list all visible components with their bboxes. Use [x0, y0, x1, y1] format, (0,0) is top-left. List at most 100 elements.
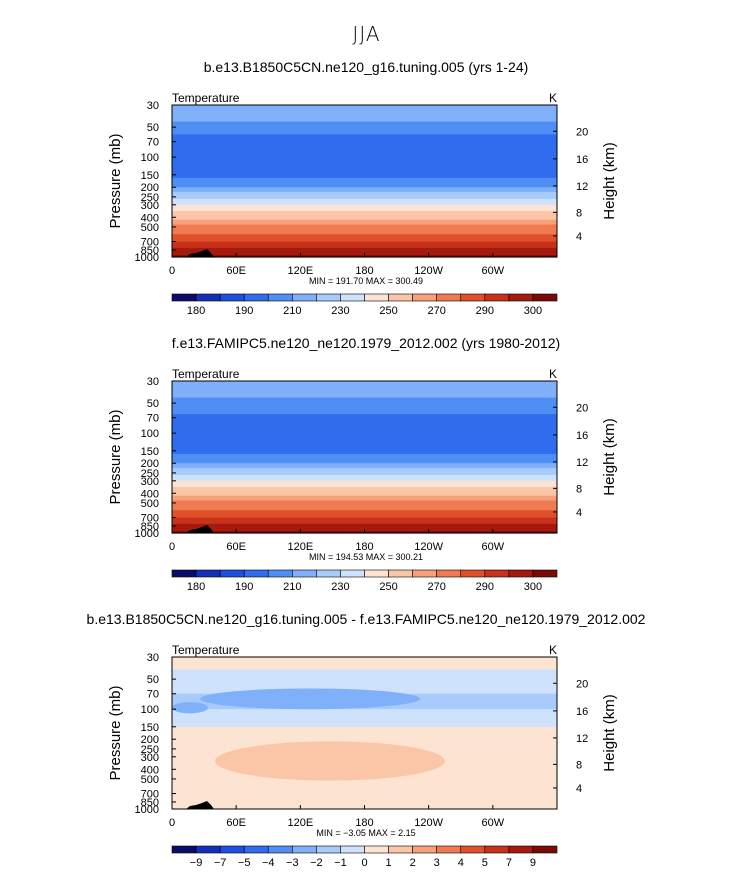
colorbar-swatch [316, 845, 341, 854]
contour-band [172, 417, 557, 423]
x-tick-label: 120E [287, 817, 313, 829]
y-tick-label: 1000 [135, 804, 159, 816]
y-axis-title: Pressure (mb) [107, 409, 124, 504]
contour-band [172, 403, 557, 408]
min-max-stats: MIN = 194.53 MAX = 300.21 [309, 552, 423, 562]
colorbar-label: 4 [458, 857, 464, 869]
x-tick-label: 120E [287, 265, 313, 277]
contour-blob [172, 702, 208, 714]
colorbar-swatch [364, 845, 389, 854]
y-tick-label: 150 [141, 446, 159, 458]
contour-band [172, 480, 557, 485]
contour-band [172, 224, 557, 228]
contour-band [172, 145, 557, 151]
y2-tick-label: 8 [576, 483, 582, 495]
y2-axis-title: Height (km) [601, 142, 618, 220]
colorbar-swatch [243, 293, 269, 302]
contour-band [172, 437, 557, 443]
x-tick-label: 0 [169, 265, 175, 277]
colorbar-swatch [243, 569, 269, 578]
contour-band [172, 245, 557, 249]
min-max-stats: MIN = 191.70 MAX = 300.49 [309, 276, 423, 286]
colorbar-swatch [316, 293, 341, 302]
contour-band [172, 498, 557, 502]
contour-band [172, 502, 557, 508]
y-tick-label: 500 [141, 498, 159, 510]
colorbar-swatch [267, 845, 293, 854]
colorbar-swatch [171, 569, 197, 578]
contour-band [172, 217, 557, 221]
colorbar-swatch [436, 569, 462, 578]
y2-tick-label: 8 [576, 759, 582, 771]
contour-band [172, 500, 557, 504]
y2-tick-label: 20 [576, 678, 588, 690]
units-label: K [549, 367, 557, 381]
colorbar-swatch [340, 569, 365, 578]
y-tick-label: 70 [147, 413, 159, 425]
colorbar-label: −7 [214, 857, 227, 869]
colorbar-swatch [340, 293, 365, 302]
contour-band [172, 177, 557, 182]
contour-band [172, 161, 557, 167]
colorbar-swatch [388, 293, 413, 302]
colorbar-swatch [195, 293, 221, 302]
topography [186, 801, 214, 809]
y-tick-label: 100 [141, 152, 159, 164]
colorbar-label: 210 [283, 305, 301, 317]
colorbar-label: 0 [361, 857, 367, 869]
y-tick-label: 100 [141, 704, 159, 716]
contour-band [172, 429, 557, 434]
chart-panel-1: b.e13.B1850C5CN.ne120_g16.tuning.005 (yr… [107, 59, 618, 317]
x-tick-label: 120W [414, 265, 443, 277]
y-tick-label: 500 [141, 774, 159, 786]
colorbar-swatch [267, 569, 293, 578]
contour-band [172, 476, 557, 480]
x-tick-label: 60E [226, 817, 246, 829]
contour-band [172, 463, 557, 467]
y-tick-label: 700 [141, 789, 159, 801]
x-tick-label: 180 [355, 817, 373, 829]
contour-band [172, 149, 557, 154]
y2-axis-title: Height (km) [601, 694, 618, 772]
contour-band [172, 450, 557, 455]
colorbar-swatch [292, 293, 317, 302]
contour-band [172, 234, 557, 239]
chart-panel-2: f.e13.FAMIPC5.ne120_ne120.1979_2012.002 … [107, 335, 618, 593]
y-tick-label: 400 [141, 212, 159, 224]
contour-band [172, 470, 557, 474]
y-tick-label: 70 [147, 137, 159, 149]
colorbar-label: 2 [410, 857, 416, 869]
min-max-stats: MIN = −3.05 MAX = 2.15 [316, 828, 415, 838]
colorbar-swatch [484, 569, 510, 578]
y2-tick-label: 12 [576, 181, 588, 193]
colorbar-label: 250 [379, 581, 397, 593]
contour-band [172, 386, 557, 393]
contour-band [172, 170, 557, 176]
y-tick-label: 850 [141, 521, 159, 533]
y-tick-label: 400 [141, 764, 159, 776]
chart-panel-3: b.e13.B1850C5CN.ne120_g16.tuning.005 - f… [87, 611, 646, 869]
y-axis-title: Pressure (mb) [107, 685, 124, 780]
y2-axis-title: Height (km) [601, 418, 618, 496]
contour-band [172, 138, 557, 143]
colorbar-swatch [340, 845, 365, 854]
chart-title: b.e13.B1850C5CN.ne120_g16.tuning.005 (yr… [204, 59, 529, 75]
y-tick-label: 250 [141, 744, 159, 756]
colorbar-swatch [316, 569, 341, 578]
y-tick-label: 70 [147, 689, 159, 701]
contour-band [172, 414, 557, 419]
colorbar-label: 7 [506, 857, 512, 869]
contour-band [172, 211, 557, 215]
y-tick-label: 200 [141, 734, 159, 746]
colorbar-swatch [412, 845, 437, 854]
x-tick-label: 120W [414, 541, 443, 553]
y-tick-label: 30 [147, 376, 159, 388]
contour-band [172, 381, 557, 388]
contour-band [172, 247, 557, 251]
colorbar-label: 290 [476, 305, 494, 317]
contour-band [172, 237, 557, 243]
contour-blob [215, 741, 445, 781]
contour-band [172, 517, 557, 521]
topography [186, 525, 214, 533]
colorbar-swatch [364, 293, 389, 302]
